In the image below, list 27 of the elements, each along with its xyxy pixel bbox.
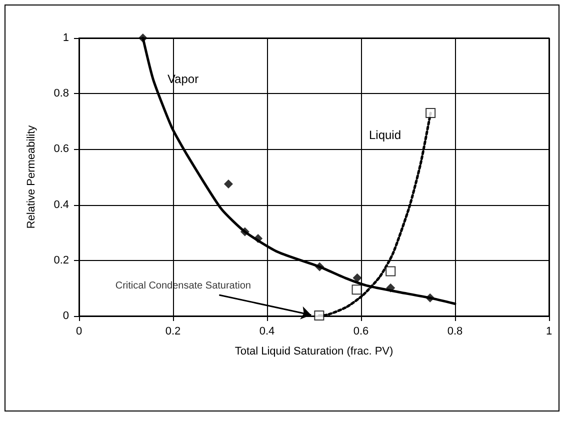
point	[352, 284, 362, 295]
point	[240, 227, 250, 236]
point	[386, 283, 396, 292]
point	[254, 234, 263, 243]
annotation: Liquid	[368, 128, 402, 142]
y-tick-label: 0	[62, 310, 69, 322]
point	[426, 108, 436, 118]
x-tick-label: 0.2	[165, 326, 181, 338]
x-axis-title: Total Liquid Saturation (frac. PV)	[234, 346, 394, 358]
y-axis-title: Relative Permeability	[26, 124, 38, 229]
point	[386, 266, 396, 276]
point	[315, 262, 324, 272]
x-tick-label: 0.6	[353, 326, 369, 338]
x-tick-label: 0.8	[447, 326, 463, 338]
point	[426, 293, 435, 302]
y-tick-label: 0.6	[54, 143, 69, 156]
point	[352, 273, 362, 282]
x-tick-label: 0	[76, 326, 82, 338]
y-tick-label: 0.8	[54, 88, 69, 100]
x-tick-label: 1	[546, 326, 552, 338]
y-tick-label: 0.4	[54, 198, 69, 211]
point	[138, 34, 148, 42]
y-tick-label: 1	[62, 32, 69, 44]
point	[224, 179, 233, 188]
y-tick-label: 0.2	[54, 254, 69, 266]
point	[314, 310, 324, 320]
x-tick-label: 0.4	[259, 326, 275, 338]
